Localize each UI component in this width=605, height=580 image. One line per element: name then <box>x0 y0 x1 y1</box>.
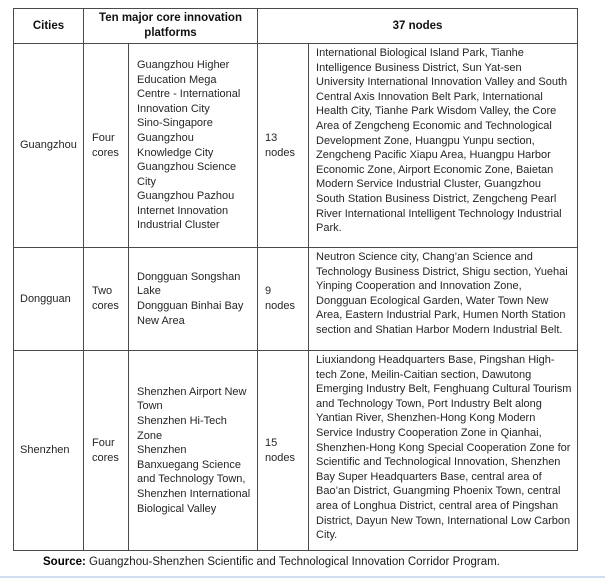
platform-item: Dongguan Songshan Lake <box>137 270 241 298</box>
platform-item: Guangzhou Higher Education Mega Centre -… <box>137 58 241 115</box>
platform-item: Shenzhen International Biological Valley <box>137 487 251 515</box>
column-header-nodes: 37 nodes <box>257 8 579 44</box>
source-citation: Source: Guangzhou-Shenzhen Scientific an… <box>43 556 500 568</box>
column-header-cities: Cities <box>13 8 84 44</box>
platforms-cell: Shenzhen Airport New Town Shenzhen Hi-Te… <box>127 350 259 551</box>
source-label: Source: <box>43 556 86 568</box>
table-row-guangzhou: Guangzhou Four cores Guangzhou Higher Ed… <box>13 43 579 248</box>
node-list: Neutron Science city, Chang’an Science a… <box>308 247 579 351</box>
innovation-corridor-table: Cities Ten major core innovation platfor… <box>13 8 579 551</box>
node-list: International Biological Island Park, Ti… <box>308 43 579 248</box>
column-header-platforms: Ten major core innovation platforms <box>82 8 259 44</box>
platforms-cell: Guangzhou Higher Education Mega Centre -… <box>127 43 259 248</box>
city-name: Guangzhou <box>13 43 84 248</box>
platform-item: Shenzhen Banxuegang Science and Technolo… <box>137 444 246 486</box>
table-header-row: Cities Ten major core innovation platfor… <box>13 8 579 44</box>
table-row-shenzhen: Shenzhen Four cores Shenzhen Airport New… <box>13 350 579 551</box>
platform-item: Dongguan Binhai Bay New Area <box>137 300 244 327</box>
platforms-cell: Dongguan Songshan Lake Dongguan Binhai B… <box>127 247 259 351</box>
node-list: Liuxiandong Headquarters Base, Pingshan … <box>308 350 579 551</box>
platform-item: Shenzhen Hi-Tech Zone <box>137 415 227 442</box>
node-count: 9 nodes <box>257 247 310 351</box>
node-count: 15 nodes <box>257 350 310 551</box>
city-name: Shenzhen <box>13 350 84 551</box>
cores-count: Four cores <box>83 43 129 248</box>
cores-count: Four cores <box>83 350 129 551</box>
platform-item: Shenzhen Airport New Town <box>137 385 247 413</box>
platform-item: Sino-Singapore Guangzhou Knowledge City <box>137 117 214 159</box>
city-name: Dongguan <box>13 247 84 351</box>
node-count: 13 nodes <box>257 43 310 248</box>
platform-item: Guangzhou Science City <box>137 161 237 188</box>
source-text: Guangzhou-Shenzhen Scientific and Techno… <box>89 556 500 568</box>
cores-count: Two cores <box>83 247 129 351</box>
platform-item: Guangzhou Pazhou Internet Innovation Ind… <box>137 190 235 232</box>
window-bottom-edge <box>0 576 605 578</box>
table-row-dongguan: Dongguan Two cores Dongguan Songshan Lak… <box>13 247 579 351</box>
